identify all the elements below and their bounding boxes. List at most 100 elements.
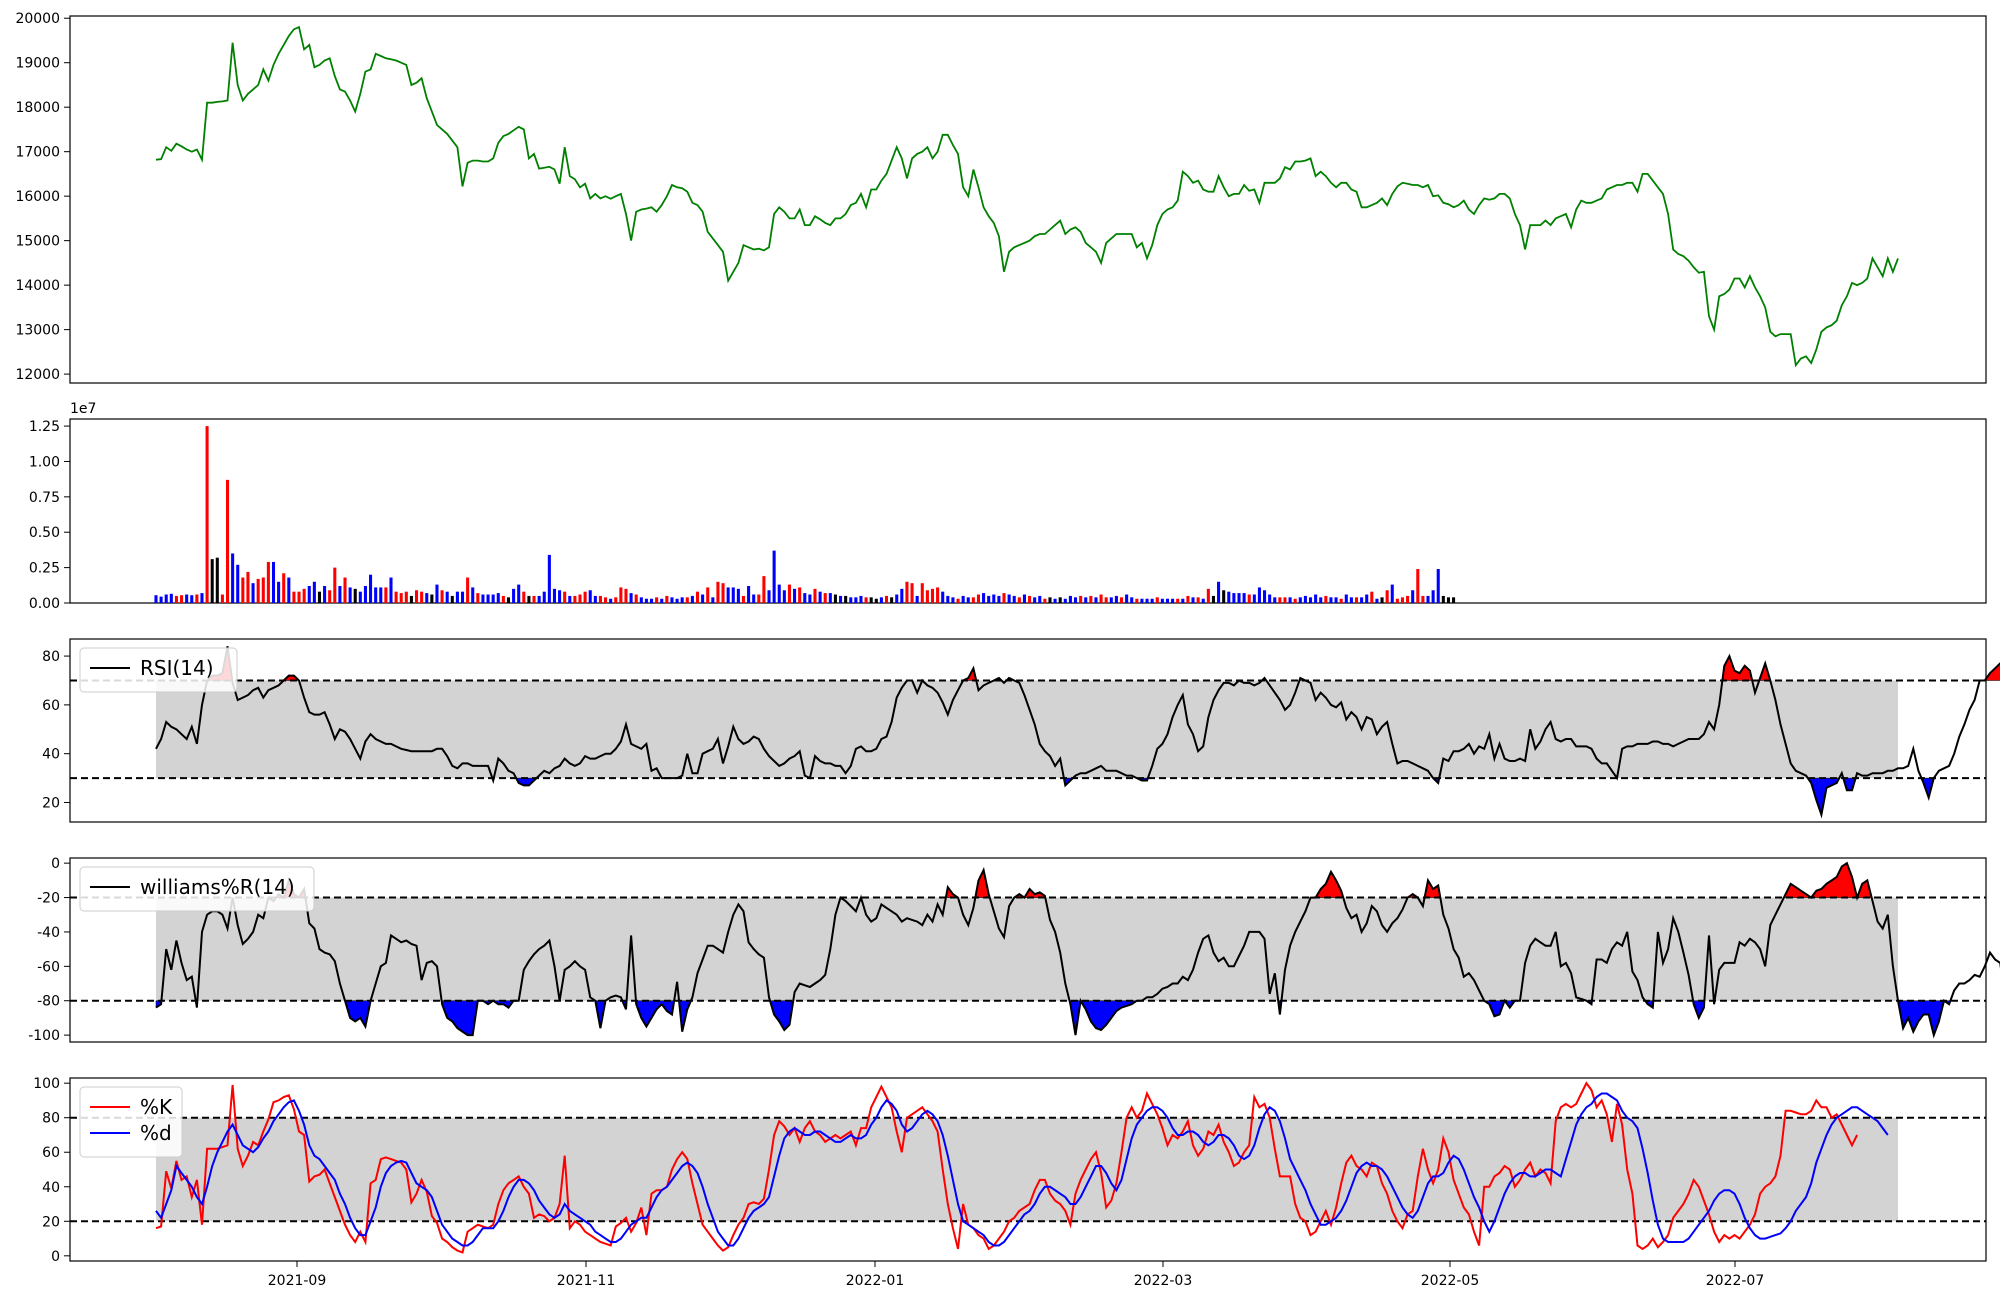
rsi-band [156, 680, 1898, 779]
stochastic-legend-box [79, 1086, 183, 1158]
volume-bar [440, 590, 444, 603]
williams-ytick-label: -60 [37, 959, 60, 975]
volume-bar [1043, 598, 1047, 603]
volume-bar [435, 584, 439, 603]
volume-bar [225, 479, 230, 603]
volume-bar [302, 588, 306, 603]
volume-bar [1452, 597, 1456, 603]
volume-bar [1079, 595, 1083, 603]
volume-bar [384, 587, 388, 603]
volume-bar [844, 595, 848, 603]
volume-bar [777, 584, 781, 603]
volume-bar [1114, 595, 1118, 603]
volume-bar [920, 583, 924, 603]
volume-bar [1400, 597, 1405, 603]
volume-bar [1099, 594, 1103, 603]
volume-bar [1186, 595, 1190, 603]
volume-bar [936, 587, 940, 603]
volume-bar [839, 595, 843, 603]
volume-bar [690, 595, 694, 603]
volume-bar [420, 591, 424, 603]
price-ytick-label: 19000 [15, 56, 60, 72]
volume-bar [1257, 587, 1261, 603]
volume-bar [614, 597, 618, 603]
stochastic-legend-label: %K [140, 1095, 173, 1119]
volume-bar [629, 593, 633, 603]
volume-bar [992, 594, 996, 603]
volume-ytick-label: 0.75 [29, 490, 60, 506]
volume-bar [588, 590, 592, 603]
volume-bar [1365, 594, 1369, 603]
volume-bar [997, 595, 1001, 603]
volume-bar [925, 590, 929, 603]
volume-bar [1385, 590, 1389, 603]
volume-bar [711, 597, 715, 603]
volume-bar [583, 591, 587, 603]
volume-bar [169, 593, 173, 603]
volume-bar [828, 593, 832, 603]
volume-bar [1125, 594, 1129, 603]
volume-bar [277, 581, 281, 603]
volume-bar [271, 561, 276, 603]
volume-bar [910, 583, 914, 603]
volume-bar [282, 573, 286, 603]
volume-bar [905, 581, 909, 603]
rsi-line [155, 646, 2000, 819]
volume-bar [639, 597, 643, 603]
volume-bar [813, 588, 817, 603]
volume-bar [522, 591, 526, 603]
volume-bar [665, 595, 669, 603]
volume-bar [706, 587, 710, 603]
volume-bar [1406, 595, 1410, 603]
volume-bar [675, 598, 679, 603]
volume-bar [236, 564, 240, 603]
volume-bar [782, 590, 786, 603]
volume-bar [787, 584, 791, 603]
volume-bar [1344, 594, 1348, 603]
volume-bar [1273, 597, 1277, 603]
volume-bar [256, 578, 260, 603]
volume-bar [317, 591, 322, 603]
volume-bar [1028, 595, 1032, 603]
volume-bar [1441, 595, 1445, 603]
x-tick-label: 2022-07 [1706, 1273, 1765, 1289]
volume-bar [895, 594, 899, 603]
volume-bar [491, 594, 495, 603]
volume-bar [460, 591, 465, 603]
volume-bar [1022, 594, 1026, 603]
volume-bar [164, 594, 168, 603]
price-ytick-label: 15000 [15, 234, 60, 250]
volume-bar [1150, 598, 1154, 603]
volume-bar [803, 593, 807, 603]
stochastic-panel-frame [69, 1077, 1987, 1262]
volume-bar [471, 587, 475, 603]
volume-bar [1360, 597, 1364, 603]
volume-bar [1298, 597, 1302, 603]
volume-bar [721, 583, 725, 603]
volume-bar [655, 597, 659, 603]
volume-bar [670, 597, 674, 603]
volume-bar [1436, 569, 1440, 603]
stochastic-ytick-label: 60 [42, 1145, 60, 1161]
volume-bar [251, 583, 255, 603]
volume-bar [987, 595, 991, 603]
volume-bar [823, 593, 827, 603]
volume-bar [1319, 597, 1323, 603]
volume-bar [180, 595, 184, 603]
volume-bar [210, 559, 214, 603]
williams-ytick-label: 0 [51, 856, 60, 872]
volume-bar [593, 595, 597, 603]
volume-bar [701, 594, 705, 603]
volume-bar [323, 586, 327, 603]
volume-bar [1063, 598, 1067, 603]
volume-bar [1247, 594, 1251, 603]
volume-panel-frame [69, 418, 1987, 604]
volume-bar [900, 588, 904, 603]
williams-ytick-label: -40 [37, 925, 60, 941]
volume-bar [660, 598, 664, 603]
volume-bar [512, 588, 516, 603]
volume-bar [1288, 597, 1292, 603]
williams-line [155, 861, 2000, 1039]
volume-bar [1324, 595, 1328, 603]
volume-bar [1109, 597, 1113, 603]
